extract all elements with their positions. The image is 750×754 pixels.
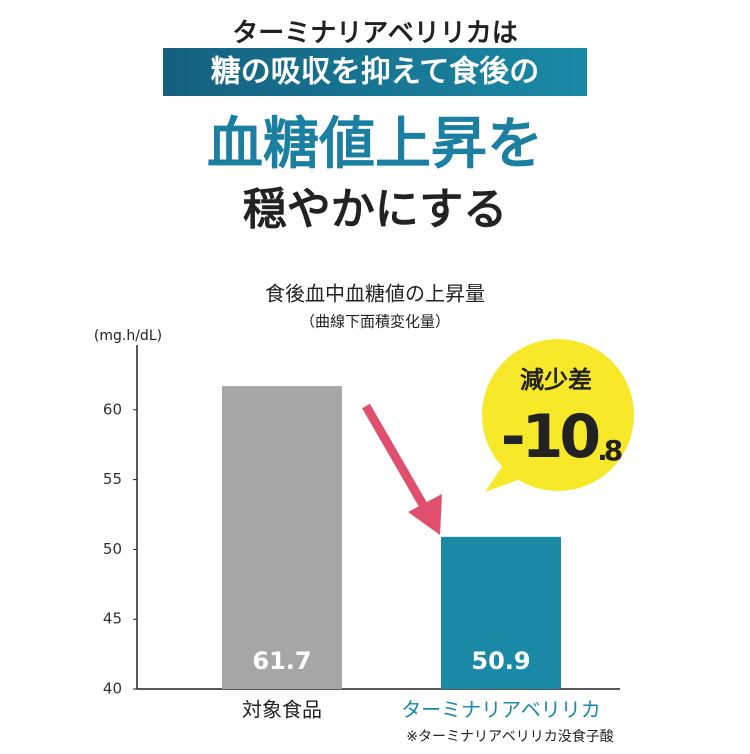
y-tick-label: 40 bbox=[103, 680, 122, 698]
headline-1: ターミナリアベリリカは bbox=[232, 19, 517, 49]
chart-subtitle: （曲線下面積変化量） bbox=[300, 313, 450, 331]
headline-4: 穏やかにする bbox=[243, 184, 507, 235]
bar bbox=[222, 386, 342, 689]
y-tick-label: 45 bbox=[103, 610, 122, 628]
y-tick-label: 60 bbox=[103, 400, 122, 418]
callout-label: 減少差 bbox=[520, 366, 592, 394]
y-axis-label: (mg.h/dL) bbox=[94, 328, 162, 344]
value-label: 61.7 bbox=[252, 647, 311, 675]
footnote: ※ターミナリアベリリカ没食子酸 bbox=[406, 728, 613, 745]
y-tick-label: 50 bbox=[103, 540, 122, 558]
arrow bbox=[362, 403, 442, 535]
y-tick-label: 55 bbox=[103, 470, 122, 488]
x-tick-label: ターミナリアベリリカ bbox=[401, 698, 601, 722]
headline-3: 血糖値上昇を bbox=[207, 112, 543, 177]
headline-2: 糖の吸収を抑えて食後の bbox=[211, 55, 540, 90]
x-tick-label: 対象食品 bbox=[242, 698, 322, 722]
callout bbox=[482, 339, 634, 492]
bar bbox=[441, 536, 561, 689]
value-label: 50.9 bbox=[471, 647, 530, 675]
chart-title: 食後血中血糖値の上昇量 bbox=[265, 282, 485, 306]
headline-band bbox=[163, 48, 587, 96]
